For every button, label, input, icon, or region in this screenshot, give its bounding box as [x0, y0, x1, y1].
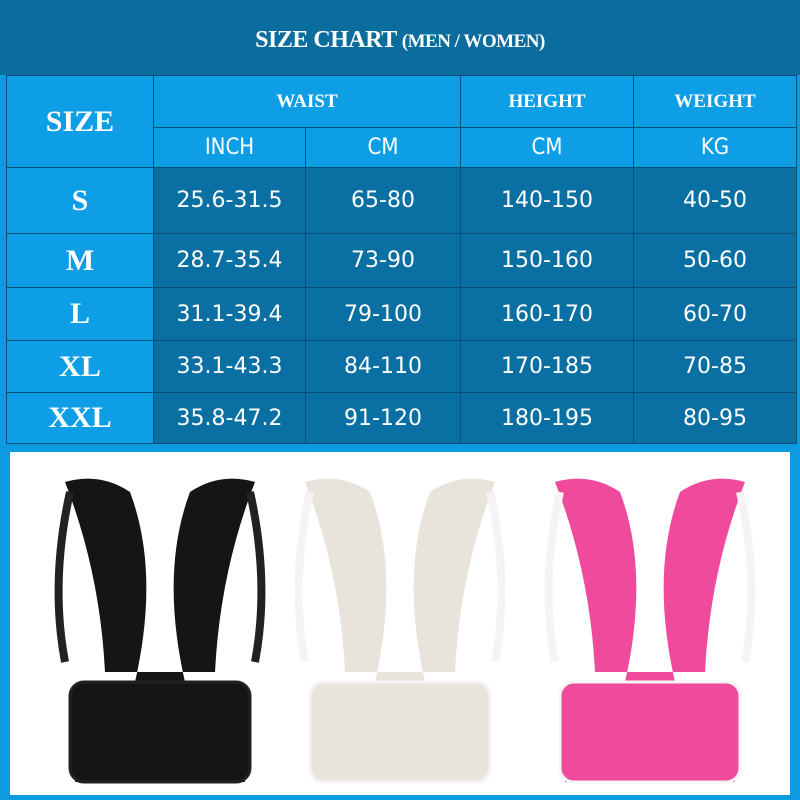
vest-strap	[736, 491, 756, 663]
waist-inch: 25.6-31.5	[153, 167, 306, 234]
unit-kg: KG	[633, 127, 797, 168]
weight-kg: 40-50	[633, 167, 797, 234]
waist-header: WAIST	[153, 75, 461, 128]
page-title: SIZE CHART (MEN / WOMEN)	[0, 0, 800, 75]
size-label: L	[6, 287, 154, 341]
size-label: XXL	[6, 392, 154, 444]
waist-cm: 73-90	[305, 233, 461, 288]
weight-kg: 80-95	[633, 392, 797, 444]
vest-black	[54, 478, 266, 784]
table-row: L 31.1-39.4 79-100 160-170 60-70	[6, 287, 797, 341]
height-cm: 140-150	[460, 167, 634, 234]
weight-kg: 60-70	[633, 287, 797, 341]
vest-strap	[544, 491, 564, 663]
vest-strap	[246, 491, 266, 663]
vest-strap	[294, 491, 314, 663]
weight-kg: 50-60	[633, 233, 797, 288]
waist-inch: 35.8-47.2	[153, 392, 306, 444]
vest-pink	[544, 478, 756, 784]
size-header: SIZE	[6, 75, 154, 168]
title-sub: (MEN / WOMEN)	[401, 31, 546, 52]
size-chart-table: SIZE WAIST HEIGHT WEIGHT INCH CM CM KG S…	[6, 75, 797, 444]
height-cm: 180-195	[460, 392, 634, 444]
title-main: SIZE CHART	[255, 27, 397, 53]
height-cm: 170-185	[460, 340, 634, 393]
size-label: S	[6, 167, 154, 234]
vest-strap	[486, 491, 506, 663]
vest-belt	[308, 680, 492, 784]
posture-vest-images	[54, 478, 756, 784]
unit-cm: CM	[460, 127, 634, 168]
waist-inch: 33.1-43.3	[153, 340, 306, 393]
waist-cm: 91-120	[305, 392, 461, 444]
waist-cm: 65-80	[305, 167, 461, 234]
size-label: M	[6, 233, 154, 288]
vest-belt	[558, 680, 742, 784]
waist-cm: 79-100	[305, 287, 461, 341]
table-row: XL 33.1-43.3 84-110 170-185 70-85	[6, 340, 797, 393]
table-row: XXL 35.8-47.2 91-120 180-195 80-95	[6, 392, 797, 444]
waist-inch: 28.7-35.4	[153, 233, 306, 288]
vest-belt	[68, 680, 252, 784]
product-photos	[10, 452, 790, 795]
unit-inch: INCH	[153, 127, 306, 168]
table-row: M 28.7-35.4 73-90 150-160 50-60	[6, 233, 797, 288]
vest-white	[294, 478, 506, 784]
vest-strap	[54, 491, 74, 663]
weight-kg: 70-85	[633, 340, 797, 393]
table-row: S 25.6-31.5 65-80 140-150 40-50	[6, 167, 797, 234]
height-cm: 150-160	[460, 233, 634, 288]
size-label: XL	[6, 340, 154, 393]
height-cm: 160-170	[460, 287, 634, 341]
weight-header: WEIGHT	[633, 75, 797, 128]
height-header: HEIGHT	[460, 75, 634, 128]
waist-cm: 84-110	[305, 340, 461, 393]
unit-cm: CM	[305, 127, 461, 168]
waist-inch: 31.1-39.4	[153, 287, 306, 341]
